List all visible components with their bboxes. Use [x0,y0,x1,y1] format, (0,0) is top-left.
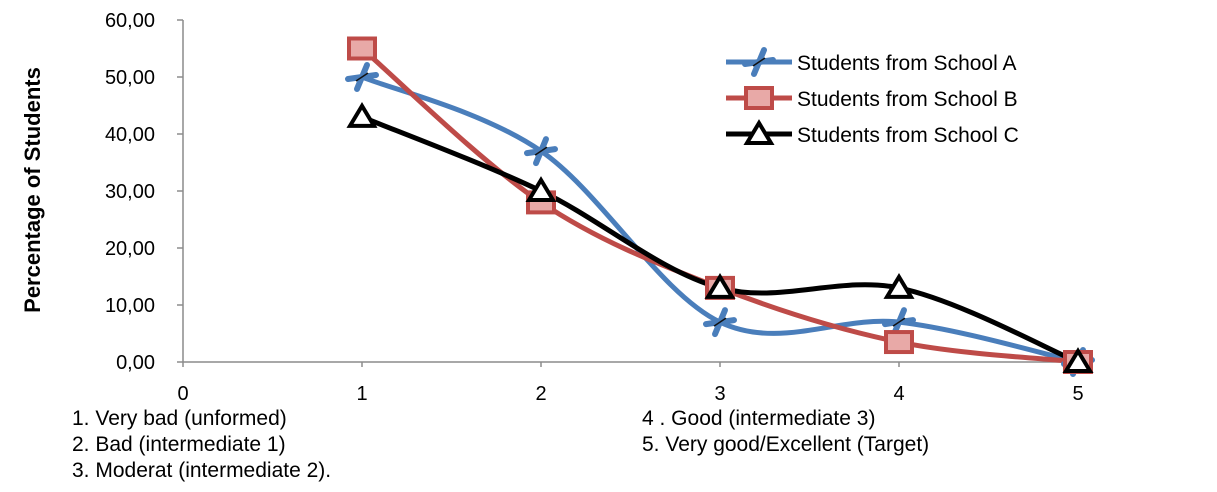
data-point [346,102,378,128]
note-4: 4 . Good (intermediate 3) [642,407,876,430]
note-1: 1. Very bad (unformed) [72,407,287,430]
note-5: 5. Very good/Excellent (Target) [642,433,930,456]
legend-label: Students from School C [797,124,1019,147]
y-axis-ticks: 0,00 10,00 20,00 30,00 40,00 50,00 60,00 [105,10,183,374]
legend-item-2: Students from School B [726,86,1018,111]
marker-center [752,57,766,67]
series-1 [361,74,1079,365]
x-axis-ticks: 0 1 2 3 4 5 [177,362,1084,405]
x-tick-label: 0 [177,383,188,405]
note-2: 2. Bad (intermediate 1) [72,433,286,456]
data-point [704,273,736,299]
legend-item-3: Students from School C [726,119,1019,147]
y-tick-label: 30,00 [105,181,155,203]
data-point [884,330,914,355]
x-tick-label: 5 [1072,383,1083,405]
data-point [345,62,379,92]
data-point [525,176,557,202]
data-point [703,307,737,338]
y-tick-label: 50,00 [105,67,155,89]
data-point [1062,347,1094,373]
x-tick-label: 4 [893,383,904,405]
y-tick-label: 20,00 [105,238,155,260]
data-point [524,136,558,167]
legend-marker [742,47,776,77]
marker-center [534,146,548,156]
data-point [883,273,915,299]
series-line [361,74,1079,365]
x-tick-label: 3 [714,383,725,405]
y-tick-label: 40,00 [105,124,155,146]
legend-label: Students from School A [797,52,1016,75]
line-chart: 0,00 10,00 20,00 30,00 40,00 50,00 60,00 0 1 2 3 4… [20,10,1095,405]
x-tick-label: 1 [356,383,367,405]
legend-item-1: Students from School A [726,47,1016,77]
marker-center [713,317,727,327]
y-axis-label: Percentage of Students [20,67,45,313]
series-layer [345,36,1095,377]
legend-label: Students from School B [797,88,1018,111]
legend-marker [744,86,774,110]
x-tick-label: 2 [535,383,546,405]
note-3: 3. Moderat (intermediate 2). [72,459,332,482]
marker-center [892,317,906,327]
y-tick-label: 60,00 [105,10,155,32]
series-markers-3 [346,102,1094,373]
y-tick-label: 10,00 [105,295,155,317]
y-tick-label: 0,00 [116,352,155,374]
legend: Students from School A Students from Scho… [726,47,1019,147]
legend-marker [743,119,775,145]
marker-center [355,72,369,82]
data-point [347,36,377,61]
